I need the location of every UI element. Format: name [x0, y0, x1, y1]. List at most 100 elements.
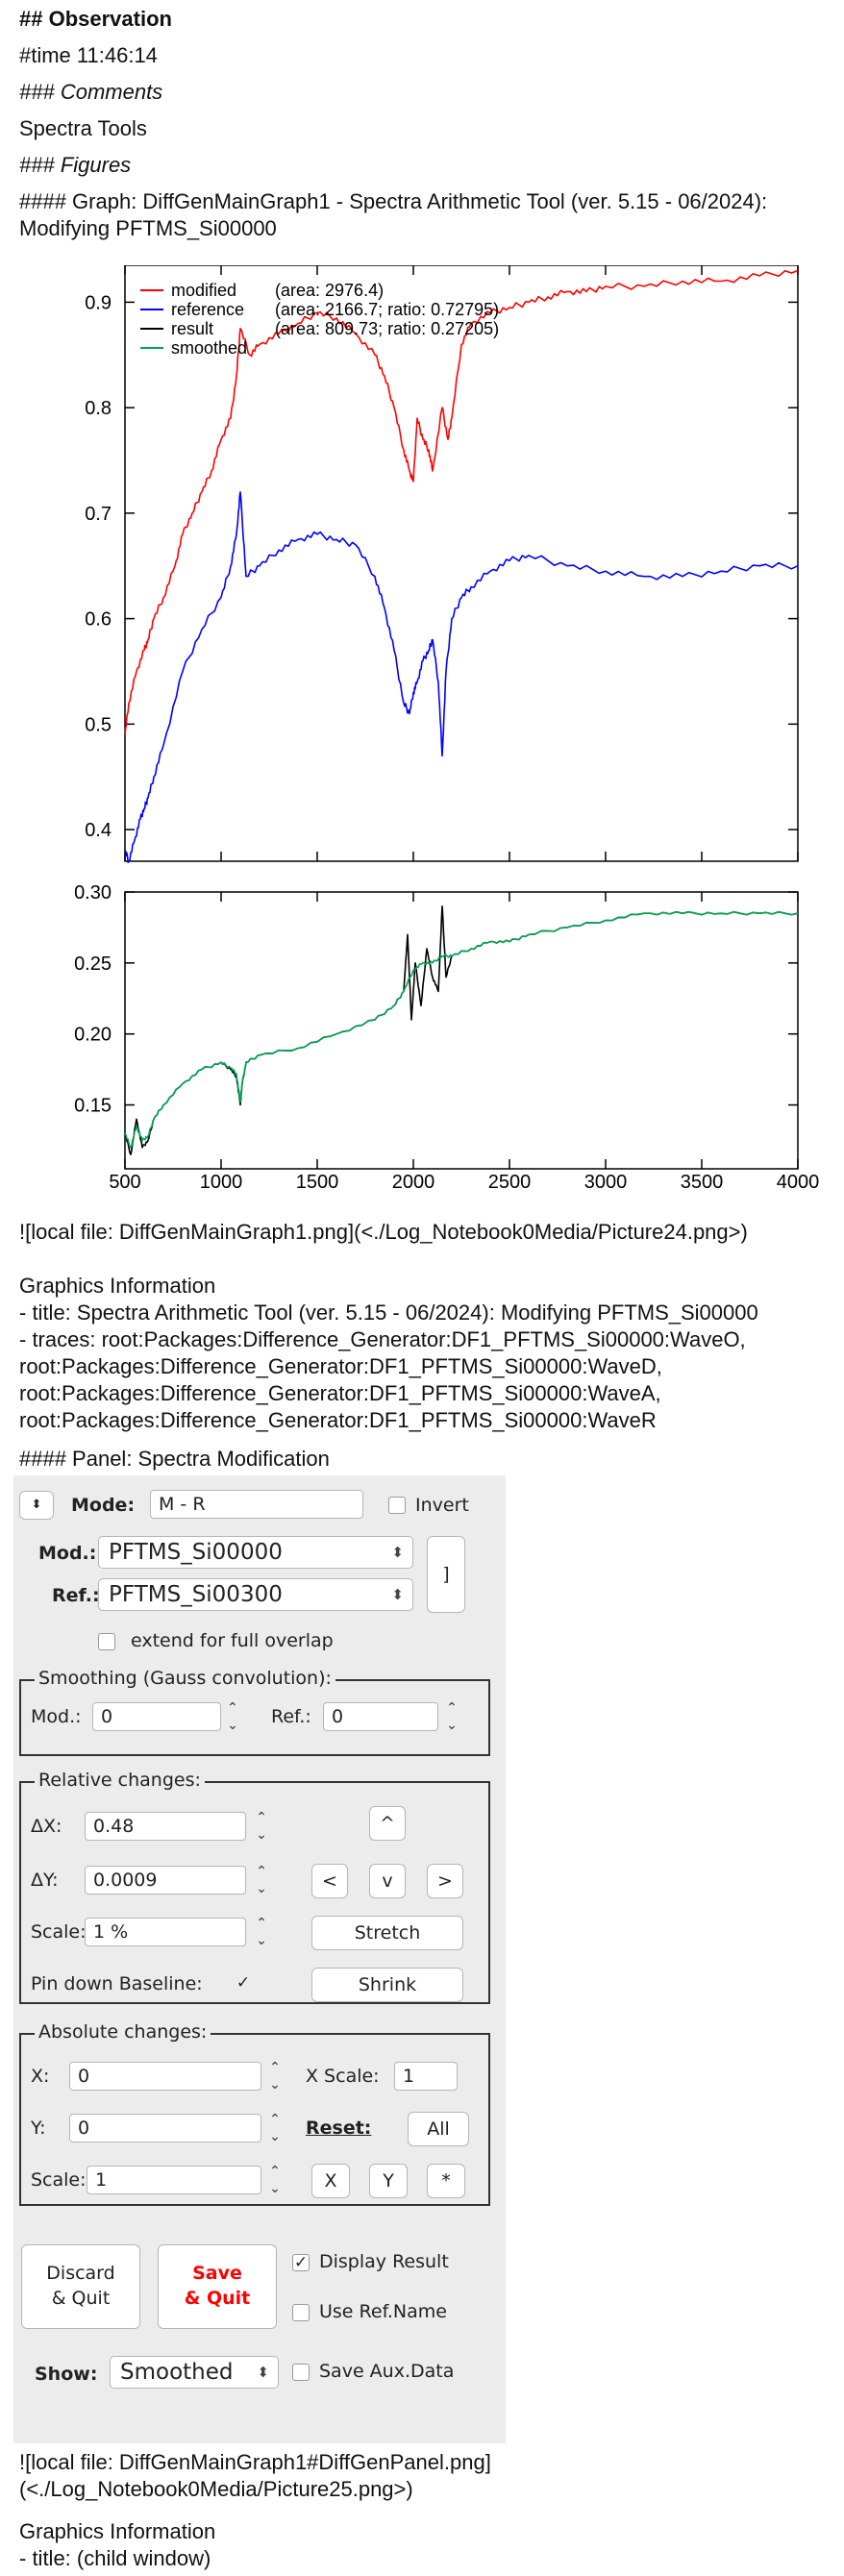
extend-label: extend for full overlap — [131, 1630, 334, 1651]
graph-info-heading: Graphics Information — [19, 1274, 216, 1298]
abs-scale-label: Scale: — [31, 2169, 87, 2191]
smooth-mod-label: Mod.: — [31, 1706, 82, 1727]
y-tick-label: 0.25 — [74, 954, 112, 975]
comments-heading: ### Comments — [19, 80, 163, 104]
bracket-button[interactable]: ] — [427, 1536, 465, 1613]
nudge-left-button[interactable]: < — [311, 1864, 348, 1898]
graph-image-link[interactable]: ![local file: DiffGenMainGraph1.png](<./… — [19, 1220, 748, 1244]
abs-scale-stepper[interactable]: ⌃ ⌄ — [269, 2164, 281, 2196]
graph-info-title: - title: Spectra Arithmetic Tool (ver. 5… — [19, 1300, 758, 1325]
spectra-modification-panel: ⬍ Mode: M - R Invert Mod.: PFTMS_Si00000… — [13, 1475, 506, 2443]
abs-y-stepper[interactable]: ⌃ ⌄ — [269, 2112, 281, 2144]
y-tick-label: 0.15 — [74, 1096, 112, 1117]
ref-select[interactable]: PFTMS_Si00300 ⬍ — [98, 1578, 413, 1611]
dx-label: ΔX: — [31, 1816, 62, 1837]
panel-heading: #### Panel: Spectra Modification — [19, 1447, 330, 1471]
smooth-ref-input[interactable]: 0 — [323, 1702, 438, 1731]
legend-info-modified: (area: 2976.4) — [275, 281, 384, 300]
use-ref-name-label: Use Ref.Name — [319, 2301, 447, 2322]
rel-scale-label: Scale: — [31, 1921, 87, 1943]
invert-checkbox[interactable] — [388, 1497, 406, 1514]
abs-x-stepper[interactable]: ⌃ ⌄ — [269, 2060, 281, 2093]
abs-y-label: Y: — [31, 2118, 46, 2139]
reset-y-button[interactable]: Y — [369, 2164, 408, 2198]
save-quit-button[interactable]: Save & Quit — [158, 2244, 277, 2329]
series-line-smoothed — [124, 910, 799, 1149]
comment-text: Spectra Tools — [19, 116, 147, 140]
mod-select-value: PFTMS_Si00000 — [109, 1540, 283, 1565]
absolute-changes-group — [19, 2033, 490, 2206]
discard-quit-button[interactable]: Discard & Quit — [21, 2244, 140, 2329]
panel-info-heading: Graphics Information — [19, 2519, 216, 2543]
series-line-result — [124, 904, 799, 1156]
dy-stepper[interactable]: ⌃ ⌄ — [256, 1864, 267, 1896]
smooth-ref-stepper[interactable]: ⌃ ⌄ — [446, 1700, 458, 1733]
show-label: Show: — [35, 2364, 98, 2385]
display-result-checkbox[interactable]: ✓ — [292, 2253, 310, 2272]
nudge-right-button[interactable]: > — [427, 1864, 463, 1898]
reset-label: Reset: — [306, 2118, 372, 2139]
smooth-ref-label: Ref.: — [271, 1706, 311, 1727]
nudge-down-button[interactable]: v — [369, 1864, 406, 1898]
smooth-mod-input[interactable]: 0 — [92, 1702, 221, 1731]
chevron-updown-icon: ⬍ — [391, 1586, 404, 1603]
dy-label: ΔY: — [31, 1870, 59, 1891]
extend-checkbox[interactable] — [98, 1633, 115, 1650]
legend-label-result: result — [171, 319, 213, 338]
pin-baseline-checkbox[interactable]: ✓ — [236, 1973, 251, 1993]
discard-line1: Discard — [46, 2263, 115, 2284]
reset-all-button[interactable]: All — [408, 2112, 469, 2146]
x-tick-label: 2500 — [488, 1172, 532, 1188]
graph-heading: #### Graph: DiffGenMainGraph1 - Spectra … — [19, 189, 768, 240]
rel-scale-stepper[interactable]: ⌃ ⌄ — [256, 1916, 267, 1948]
x-tick-label: 2000 — [392, 1172, 435, 1188]
figures-heading: ### Figures — [19, 153, 132, 177]
y-tick-label: 0.5 — [85, 714, 112, 735]
nudge-up-button[interactable]: ^ — [369, 1806, 406, 1841]
show-select[interactable]: Smoothed ⬍ — [110, 2356, 279, 2389]
lower-plot: 0.15 0.20 0.25 0.30 — [74, 882, 799, 1170]
abs-x-input[interactable]: 0 — [69, 2062, 261, 2091]
ref-label: Ref.: — [52, 1585, 100, 1606]
rel-scale-input[interactable]: 1 % — [85, 1918, 246, 1946]
legend: modified (area: 2976.4) reference (area: 21… — [140, 281, 499, 358]
legend-info-reference: (area: 2166.7; ratio: 0.72795) — [275, 300, 499, 319]
abs-y-input[interactable]: 0 — [69, 2114, 261, 2143]
chevron-updown-icon: ⬍ — [391, 1544, 404, 1561]
observation-heading: ## Observation — [19, 7, 172, 31]
time-line: #time 11:46:14 — [19, 43, 158, 67]
save-aux-label: Save Aux.Data — [319, 2361, 455, 2382]
smoothing-title: Smoothing (Gauss convolution): — [35, 1668, 335, 1689]
mod-select[interactable]: PFTMS_Si00000 ⬍ — [98, 1536, 413, 1569]
absolute-changes-title: Absolute changes: — [35, 2021, 211, 2043]
xscale-input[interactable]: 1 — [394, 2062, 458, 2091]
reset-x-button[interactable]: X — [311, 2164, 350, 2198]
discard-line2: & Quit — [51, 2288, 111, 2309]
x-tick-label: 4000 — [777, 1172, 820, 1188]
reset-star-button[interactable]: * — [427, 2164, 465, 2198]
legend-info-result: (area: 809.73; ratio: 0.27205) — [275, 319, 499, 338]
dx-stepper[interactable]: ⌃ ⌄ — [256, 1810, 267, 1843]
invert-label: Invert — [415, 1495, 469, 1516]
mode-field[interactable]: M - R — [150, 1490, 363, 1519]
use-ref-name-checkbox[interactable] — [292, 2304, 310, 2321]
graph-info-traces: - traces: root:Packages:Difference_Gener… — [19, 1327, 746, 1432]
y-tick-label: 0.4 — [85, 820, 112, 841]
abs-scale-input[interactable]: 1 — [87, 2166, 261, 2194]
legend-label-smoothed: smoothed — [171, 338, 247, 358]
relative-changes-title: Relative changes: — [35, 1770, 205, 1791]
dx-input[interactable]: 0.48 — [85, 1812, 246, 1841]
display-result-label: Display Result — [319, 2251, 449, 2272]
save-aux-checkbox[interactable] — [292, 2364, 310, 2381]
panel-image-link[interactable]: ![local file: DiffGenMainGraph1#DiffGenP… — [19, 2450, 491, 2501]
series-line-reference — [124, 491, 799, 864]
dy-input[interactable]: 0.0009 — [85, 1866, 246, 1895]
mode-stepper[interactable]: ⬍ — [19, 1491, 54, 1520]
y-tick-label: 0.9 — [85, 292, 112, 313]
spectra-graph: 0.4 0.5 0.6 0.7 0.8 0.9 0.15 0.20 0.25 0.30 500 1… — [74, 265, 820, 1188]
smooth-mod-stepper[interactable]: ⌃ ⌄ — [227, 1700, 238, 1733]
ref-select-value: PFTMS_Si00300 — [109, 1582, 283, 1607]
shrink-button[interactable]: Shrink — [311, 1968, 463, 2002]
stretch-button[interactable]: Stretch — [311, 1916, 463, 1950]
series-line-modified — [124, 269, 799, 735]
